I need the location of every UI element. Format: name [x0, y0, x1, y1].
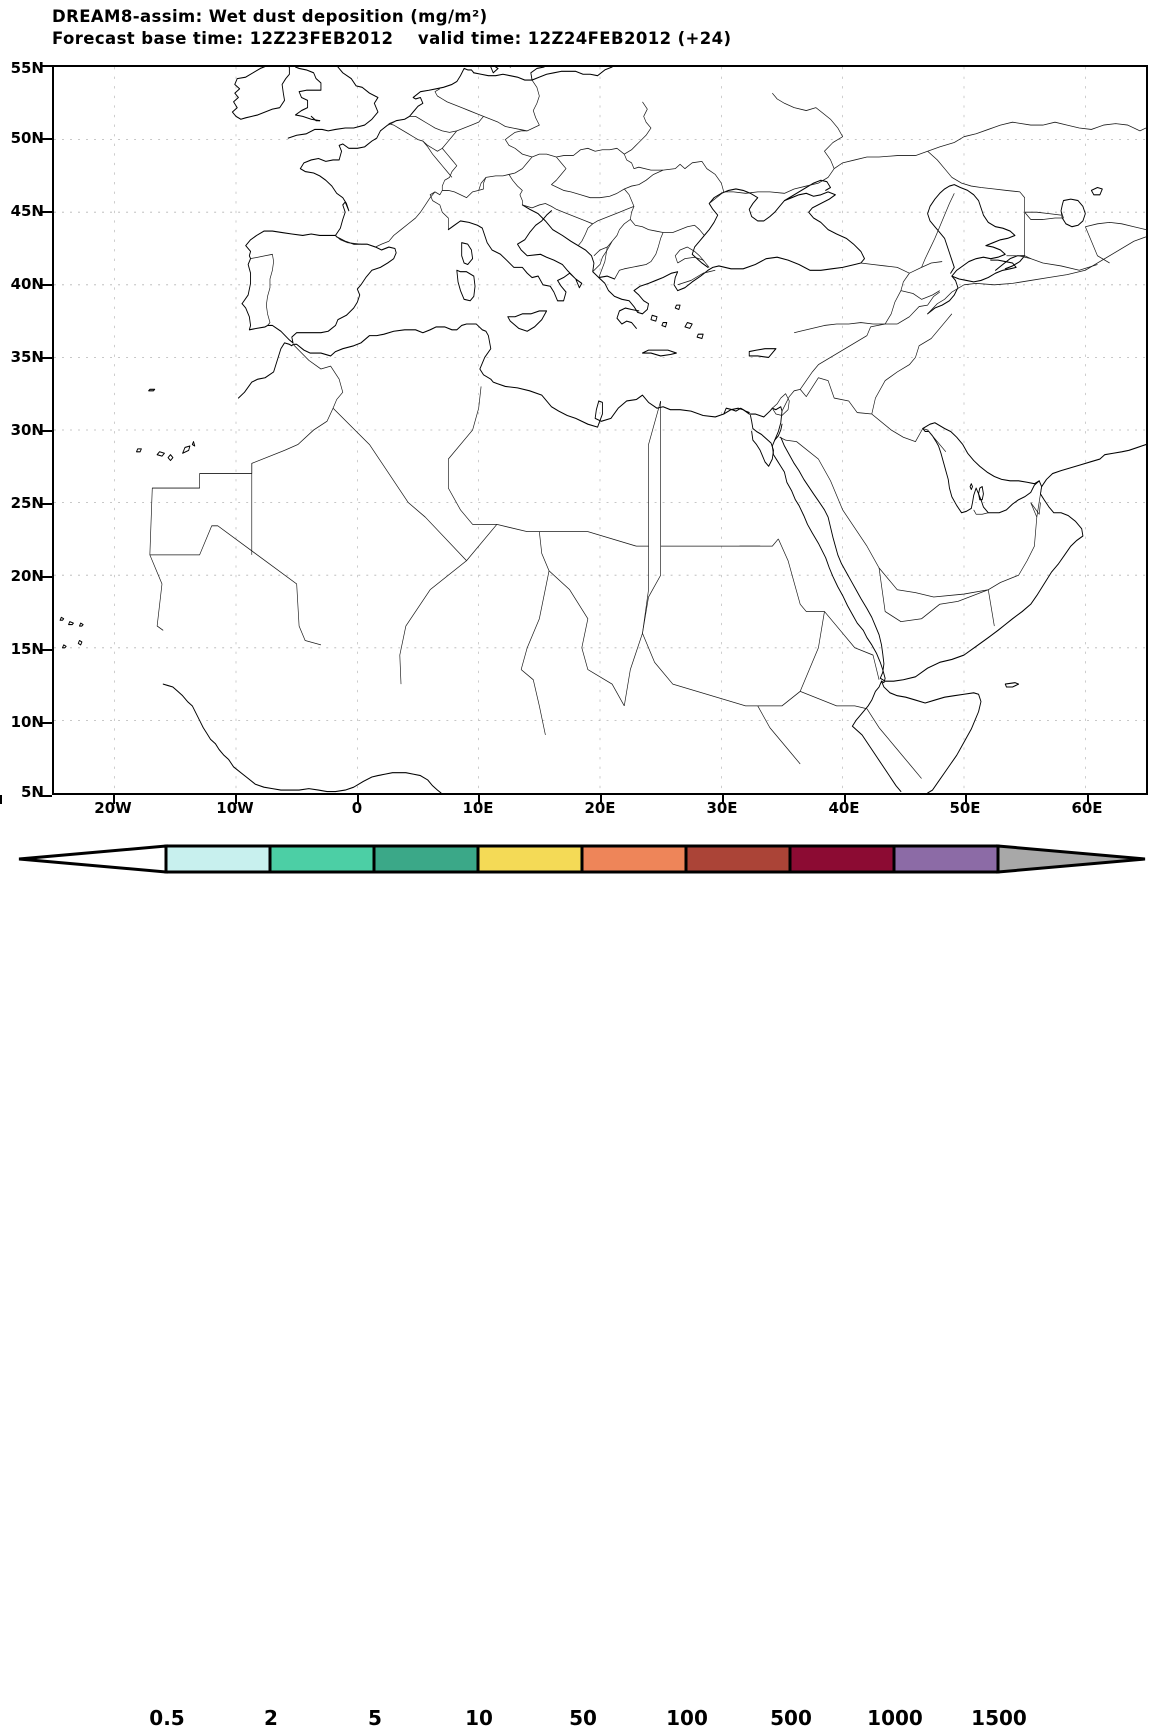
colorbar-low-extend-arrow	[18, 844, 168, 874]
colorbar-tick-label: 1500	[971, 1706, 1027, 1730]
colorbar-segment	[892, 844, 1000, 874]
y-tick	[41, 284, 52, 286]
colorbar-tick-label: 1000	[867, 1706, 923, 1730]
colorbar-tick-label: 500	[770, 1706, 812, 1730]
x-tick	[600, 795, 602, 804]
colorbar-tick-label: 10	[465, 1706, 493, 1730]
chart-subtitle: Forecast base time: 12Z23FEB2012 valid t…	[52, 28, 732, 48]
gridlines	[54, 67, 1146, 793]
x-tick	[0, 795, 2, 804]
x-tick	[478, 795, 480, 804]
page-title: DREAM8-assim: Wet dust deposition (mg/m²…	[52, 7, 488, 26]
x-axis-label-30e: 30E	[706, 799, 738, 817]
colorbar-tick-label: 100	[666, 1706, 708, 1730]
x-axis-label-10w: 10W	[216, 799, 254, 817]
colorbar-tick-label: 5	[368, 1706, 382, 1730]
x-tick	[844, 795, 846, 804]
coastlines	[59, 67, 1146, 793]
x-tick	[1087, 795, 1089, 804]
y-axis-label-15n: 15N	[10, 640, 44, 658]
colorbar-tick-label: 50	[569, 1706, 597, 1730]
x-axis-label-50e: 50E	[949, 799, 981, 817]
x-axis-label-20e: 20E	[584, 799, 616, 817]
y-axis-label-5n: 5N	[21, 783, 44, 801]
x-tick	[235, 795, 237, 804]
country-borders	[149, 79, 1146, 779]
y-tick	[41, 795, 52, 797]
y-axis-label-45n: 45N	[10, 202, 44, 220]
colorbar-segment	[164, 844, 272, 874]
x-axis-label-60e: 60E	[1071, 799, 1103, 817]
y-axis-label-35n: 35N	[10, 348, 44, 366]
y-axis-label-55n: 55N	[10, 59, 44, 77]
x-tick	[722, 795, 724, 804]
y-tick	[41, 138, 52, 140]
y-tick	[41, 503, 52, 505]
colorbar-tick-label: 0.5	[149, 1706, 185, 1730]
colorbar: 0.5 2 5 10 50 100 500 1000 1500	[0, 840, 1165, 1730]
y-axis-label-25n: 25N	[10, 494, 44, 512]
map-svg: .gl{stroke:#b4b4b4;stroke-width:.055;str…	[54, 67, 1146, 793]
x-axis-label-10e: 10E	[462, 799, 494, 817]
y-axis-label-20n: 20N	[10, 567, 44, 585]
colorbar-segment	[372, 844, 480, 874]
y-axis-label-50n: 50N	[10, 129, 44, 147]
colorbar-high-extend-arrow	[996, 844, 1146, 874]
colorbar-segment	[476, 844, 584, 874]
y-tick	[41, 722, 52, 724]
y-tick	[41, 649, 52, 651]
map-plot-area: .gl{stroke:#b4b4b4;stroke-width:.055;str…	[52, 65, 1148, 795]
colorbar-tick-label: 2	[264, 1706, 278, 1730]
x-tick	[965, 795, 967, 804]
colorbar-segment	[684, 844, 792, 874]
colorbar-segment	[788, 844, 896, 874]
x-axis-label-40e: 40E	[828, 799, 860, 817]
colorbar-svg	[18, 844, 1146, 874]
y-tick	[41, 65, 52, 67]
x-axis-label-0: 0	[351, 799, 363, 817]
x-tick	[113, 795, 115, 804]
y-tick	[41, 357, 52, 359]
x-axis-label-20w: 20W	[94, 799, 132, 817]
y-tick	[41, 430, 52, 432]
y-tick	[41, 576, 52, 578]
y-axis-label-40n: 40N	[10, 275, 44, 293]
y-tick	[41, 211, 52, 213]
colorbar-segments	[18, 844, 1146, 874]
y-axis-label-10n: 10N	[10, 713, 44, 731]
colorbar-segment	[268, 844, 376, 874]
colorbar-segment	[580, 844, 688, 874]
x-tick	[357, 795, 359, 804]
y-axis-label-30n: 30N	[10, 421, 44, 439]
chart-title-block: DREAM8-assim: Wet dust deposition (mg/m²…	[52, 6, 731, 50]
